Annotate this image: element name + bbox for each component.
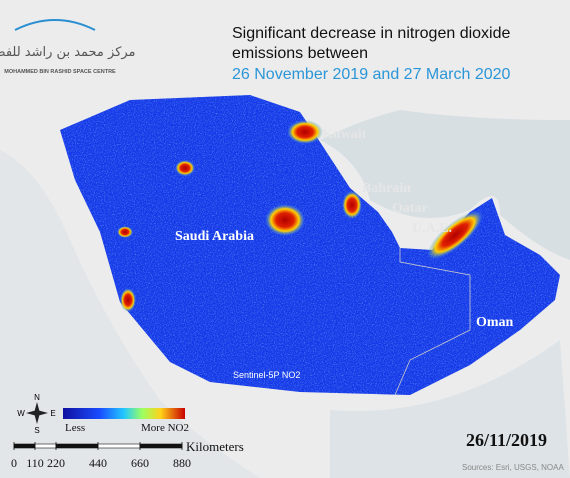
scale-label: 110 bbox=[26, 456, 44, 470]
place-label: Bahrain bbox=[362, 181, 411, 196]
compass-e: E bbox=[50, 409, 55, 418]
scale-segment bbox=[13, 443, 36, 449]
title: emissions between bbox=[232, 45, 368, 62]
hotspots bbox=[117, 120, 483, 312]
date: 26/11/2019 bbox=[466, 430, 547, 450]
scale-segment bbox=[97, 443, 141, 449]
borders bbox=[394, 248, 471, 396]
compass-s: S bbox=[34, 426, 39, 435]
scale-segment bbox=[139, 443, 183, 449]
place-label: Saudi Arabia bbox=[175, 229, 254, 244]
legend-low: Less bbox=[65, 422, 85, 434]
place-label: U.A.E. bbox=[412, 221, 452, 236]
compass-n: N bbox=[34, 393, 40, 402]
scale-label: 880 bbox=[173, 456, 191, 470]
scale-label: 440 bbox=[89, 456, 107, 470]
product-label: Sentinel-5P NO2 bbox=[233, 370, 300, 380]
place-label: Qatar bbox=[392, 201, 428, 216]
red-sea bbox=[0, 150, 260, 478]
scale-bar: 0 110 220 440 660 880 bbox=[11, 442, 191, 470]
place-label: Kuwait bbox=[322, 127, 367, 142]
place-label: Oman bbox=[476, 315, 514, 330]
scale-unit: Kilometers bbox=[186, 439, 244, 454]
arabian-sea bbox=[330, 340, 570, 478]
logo: مركز محمد بن راشد للفضاء MOHAMMED BIN RA… bbox=[0, 19, 136, 75]
compass: N S W E bbox=[17, 393, 55, 435]
legend-ramp bbox=[63, 408, 185, 419]
scale-segment bbox=[34, 443, 57, 449]
title: Significant decrease in nitrogen dioxide bbox=[232, 25, 511, 42]
scale-segment bbox=[55, 443, 99, 449]
gulf bbox=[320, 110, 570, 260]
legend-high: More NO2 bbox=[141, 422, 189, 434]
subtitle: 26 November 2019 and 27 March 2020 bbox=[232, 66, 511, 83]
compass-w: W bbox=[17, 409, 25, 418]
source: Sources: Esri, USGS, NOAA bbox=[462, 463, 564, 472]
logo-english: MOHAMMED BIN RASHID SPACE CENTRE bbox=[4, 69, 116, 75]
scale-label: 0 bbox=[11, 456, 17, 470]
scale-label: 220 bbox=[47, 456, 65, 470]
scale-label: 660 bbox=[131, 456, 149, 470]
logo-arabic: مركز محمد بن راشد للفضاء bbox=[0, 45, 136, 60]
